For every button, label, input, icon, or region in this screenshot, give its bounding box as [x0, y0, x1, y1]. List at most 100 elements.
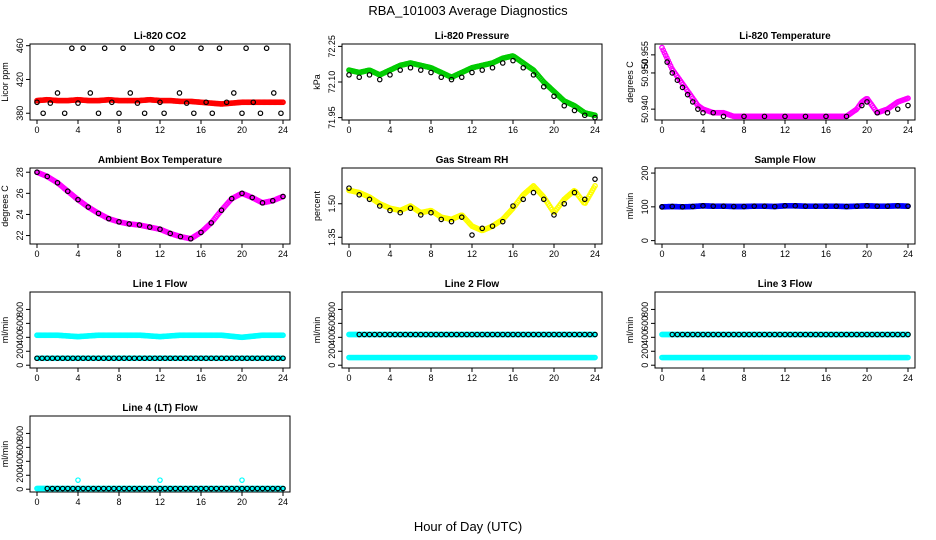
x-tick-label: 16: [821, 373, 831, 383]
data-point: [126, 355, 133, 362]
data-point: [198, 229, 204, 236]
data-point: [121, 355, 127, 362]
x-tick-label: 24: [590, 125, 600, 135]
data-point: [259, 485, 266, 492]
data-point: [234, 355, 240, 362]
data-point: [669, 70, 676, 76]
data-point: [499, 60, 506, 66]
x-tick-label: 4: [75, 125, 80, 135]
data-point: [551, 212, 557, 218]
x-tick-label: 0: [34, 125, 39, 135]
data-point: [407, 64, 414, 71]
data-point: [689, 203, 696, 210]
x-tick-label: 4: [75, 373, 80, 383]
data-point: [710, 203, 717, 209]
data-point: [75, 485, 81, 492]
x-tick-label: 12: [467, 125, 477, 135]
data-point: [116, 485, 122, 492]
data-point: [169, 45, 176, 52]
data-point: [905, 102, 911, 109]
data-point: [397, 209, 404, 216]
panel-title: Line 1 Flow: [133, 279, 188, 290]
data-point: [428, 69, 434, 76]
x-tick-label: 20: [862, 373, 872, 383]
data-layer: [34, 332, 286, 362]
x-tick-label: 16: [196, 249, 206, 259]
data-point: [448, 218, 455, 225]
data-point: [684, 91, 691, 98]
y-tick-label: 600: [640, 316, 650, 331]
x-tick-label: 4: [700, 125, 705, 135]
data-point: [894, 203, 901, 209]
data-point: [80, 355, 86, 362]
data-point: [551, 331, 557, 338]
data-point: [397, 331, 404, 338]
x-tick-label: 20: [862, 249, 872, 259]
data-point: [823, 331, 829, 338]
x-tick-label: 20: [237, 249, 247, 259]
x-tick-label: 20: [237, 125, 247, 135]
data-point: [530, 72, 537, 78]
y-axis-label: ml/min: [625, 193, 635, 220]
data-point: [239, 110, 245, 117]
data-point: [715, 331, 722, 338]
data-point: [198, 45, 204, 52]
data-point: [448, 331, 455, 338]
panel-title: Line 4 (LT) Flow: [122, 403, 198, 414]
data-point: [695, 331, 701, 338]
panel-li820-temperature: Li-820 Temperature degrees C 50.940 50.9505…: [625, 31, 916, 135]
data-point: [782, 331, 788, 338]
data-point: [751, 203, 758, 209]
data-point: [669, 203, 676, 210]
data-point: [134, 100, 141, 106]
y-tick-label: 600: [15, 440, 25, 455]
data-point: [382, 331, 388, 338]
x-tick-label: 4: [387, 249, 392, 259]
panel-title: Li-820 CO2: [134, 31, 187, 42]
x-tick-label: 16: [508, 249, 518, 259]
y-tick-label: 380: [15, 106, 25, 121]
data-point: [223, 355, 230, 362]
data-point: [54, 355, 61, 362]
x-tick-label: 20: [862, 125, 872, 135]
data-point: [387, 207, 393, 214]
data-point: [95, 355, 102, 362]
data-point: [894, 106, 901, 112]
y-tick-label: 800: [15, 302, 25, 317]
data-point: [34, 169, 40, 176]
data-point: [270, 90, 277, 96]
data-point: [864, 203, 870, 209]
data-point: [561, 200, 568, 207]
data-point: [44, 355, 51, 362]
x-tick-label: 8: [741, 373, 746, 383]
data-point: [884, 331, 891, 338]
data-layer: [34, 477, 286, 492]
data-point: [592, 331, 598, 338]
data-point: [843, 113, 850, 120]
data-point: [417, 67, 424, 73]
data-point: [736, 331, 742, 338]
data-point: [244, 355, 250, 362]
data-point: [464, 331, 470, 338]
panel-title: Li-820 Temperature: [739, 31, 831, 42]
data-point: [576, 331, 583, 338]
data-point: [659, 204, 665, 210]
data-point: [884, 109, 891, 116]
data-point: [561, 331, 568, 338]
data-point: [136, 355, 143, 362]
data-point: [177, 233, 184, 240]
data-point: [812, 203, 819, 209]
data-point: [741, 113, 747, 120]
data-point: [90, 355, 97, 362]
data-point: [859, 102, 865, 109]
data-point: [458, 331, 465, 338]
x-tick-label: 24: [278, 125, 288, 135]
data-point: [157, 477, 163, 483]
y-tick-label: 0: [15, 487, 25, 492]
x-tick-label: 24: [278, 497, 288, 507]
data-point: [126, 485, 133, 492]
data-point: [499, 218, 506, 225]
x-tick-label: 8: [116, 125, 121, 135]
